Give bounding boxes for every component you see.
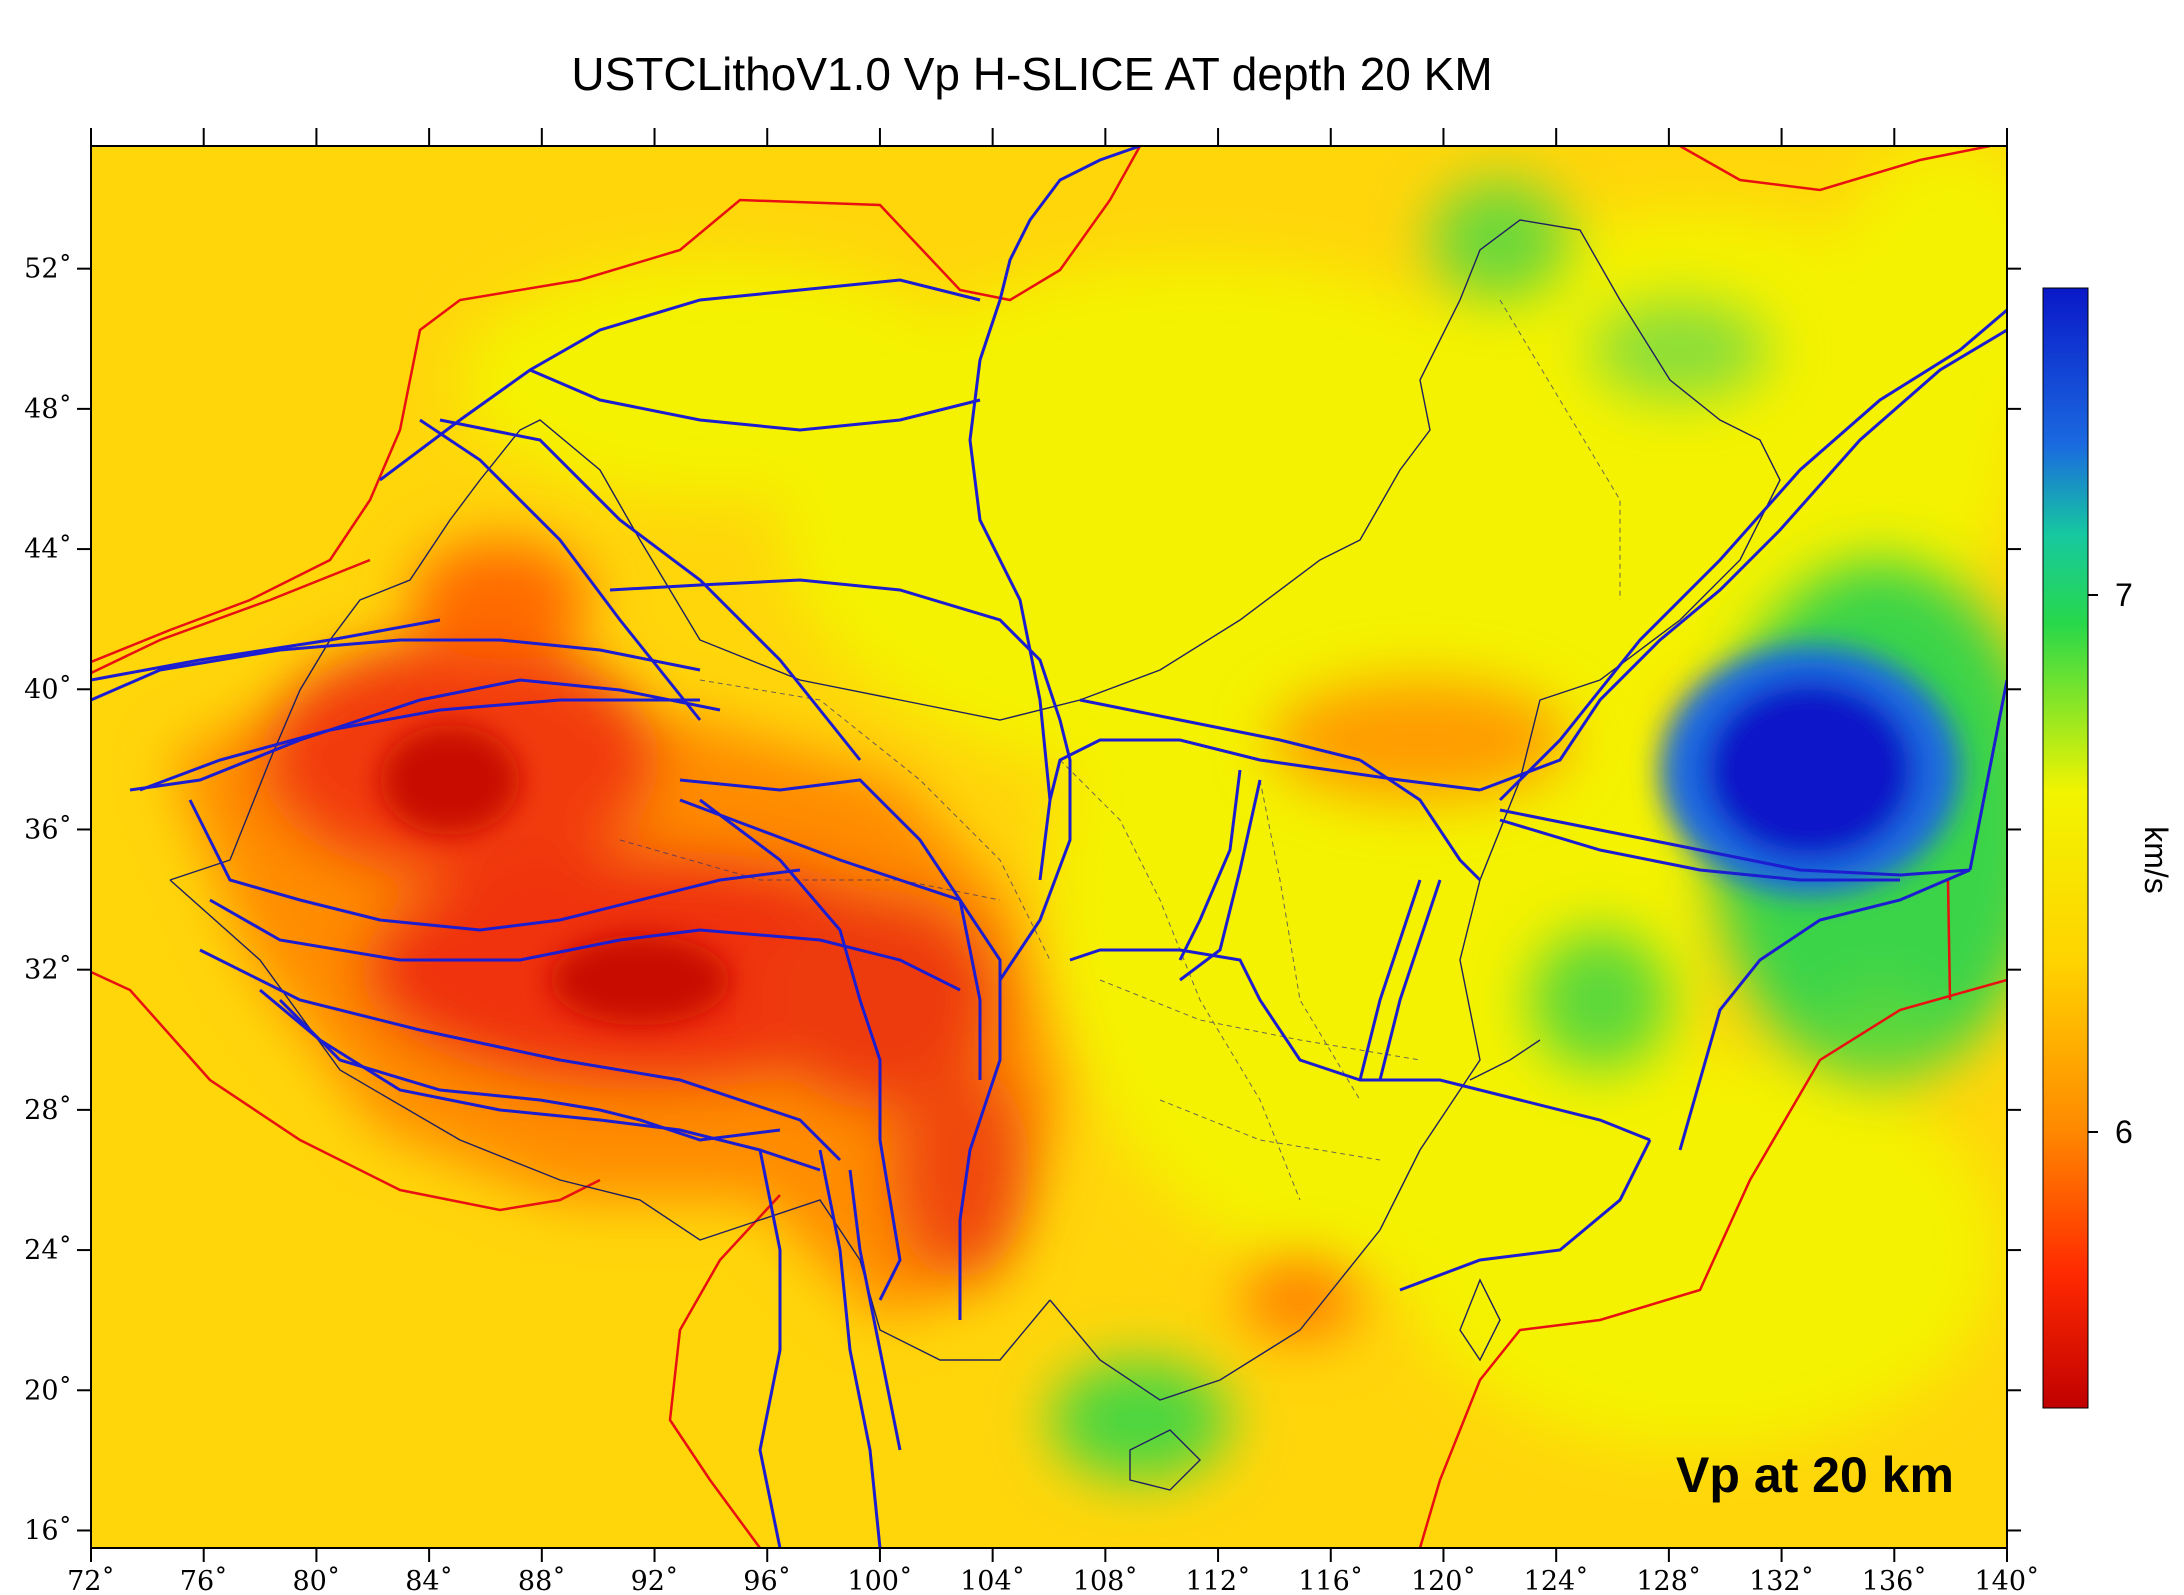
- x-tick-label: 136˚: [1862, 1565, 1927, 1595]
- x-tick-label: 100˚: [847, 1565, 912, 1595]
- x-tick-label: 116˚: [1298, 1565, 1363, 1595]
- x-tick-label: 88˚: [518, 1565, 566, 1595]
- y-tick-label: 32˚: [24, 954, 72, 986]
- y-tick-label: 24˚: [24, 1234, 72, 1266]
- map-axes: 72˚ 76˚ 80˚ 84˚ 88˚ 92˚ 96˚ 100˚ 104˚ 108˚ 112˚ 116…: [24, 128, 2040, 1595]
- x-tick-label: 96˚: [743, 1565, 791, 1595]
- colorbar-tick-label-7: 7: [2115, 577, 2133, 613]
- velocity-field: [91, 146, 2007, 1548]
- x-tick-label: 112˚: [1186, 1565, 1251, 1595]
- x-tick-label: 140˚: [1974, 1565, 2039, 1595]
- x-tick-label: 124˚: [1524, 1565, 1589, 1595]
- y-tick-label: 20˚: [24, 1374, 72, 1406]
- colorbar: 7 6 km/s: [2042, 287, 2174, 1409]
- y-tick-label: 16˚: [24, 1514, 72, 1546]
- y-tick-label: 36˚: [24, 813, 72, 845]
- x-tick-label: 108˚: [1073, 1565, 1138, 1595]
- y-tick-label: 28˚: [24, 1094, 72, 1126]
- plate-boundaries: [91, 146, 2007, 1548]
- x-tick-label: 84˚: [405, 1565, 453, 1595]
- x-tick-label: 128˚: [1636, 1565, 1701, 1595]
- x-tick-label: 120˚: [1411, 1565, 1476, 1595]
- x-tick-label: 132˚: [1749, 1565, 1814, 1595]
- colorbar-tick-label-6: 6: [2115, 1114, 2133, 1150]
- fault-lines: [91, 146, 2007, 1548]
- low-velocity-core: [380, 725, 730, 1025]
- x-tick-label: 80˚: [292, 1565, 340, 1595]
- x-tick-label: 72˚: [67, 1565, 115, 1595]
- map-frame: [90, 145, 2008, 1549]
- x-tick-label: 92˚: [631, 1565, 679, 1595]
- y-tick-label: 48˚: [24, 393, 72, 425]
- x-tick-label: 76˚: [180, 1565, 228, 1595]
- depth-label: Vp at 20 km: [1676, 1447, 1954, 1503]
- high-velocity-anomaly: [1660, 645, 1960, 895]
- colorbar-unit-label: km/s: [2138, 826, 2174, 894]
- x-tick-label: 104˚: [960, 1565, 1025, 1595]
- country-borders: [169, 219, 1781, 1491]
- y-tick-label: 40˚: [24, 673, 72, 705]
- colorbar-gradient: [2042, 287, 2089, 1409]
- map-title: USTCLithoV1.0 Vp H-SLICE AT depth 20 KM: [571, 48, 1492, 100]
- y-tick-label: 52˚: [24, 253, 72, 285]
- y-tick-label: 44˚: [24, 533, 72, 565]
